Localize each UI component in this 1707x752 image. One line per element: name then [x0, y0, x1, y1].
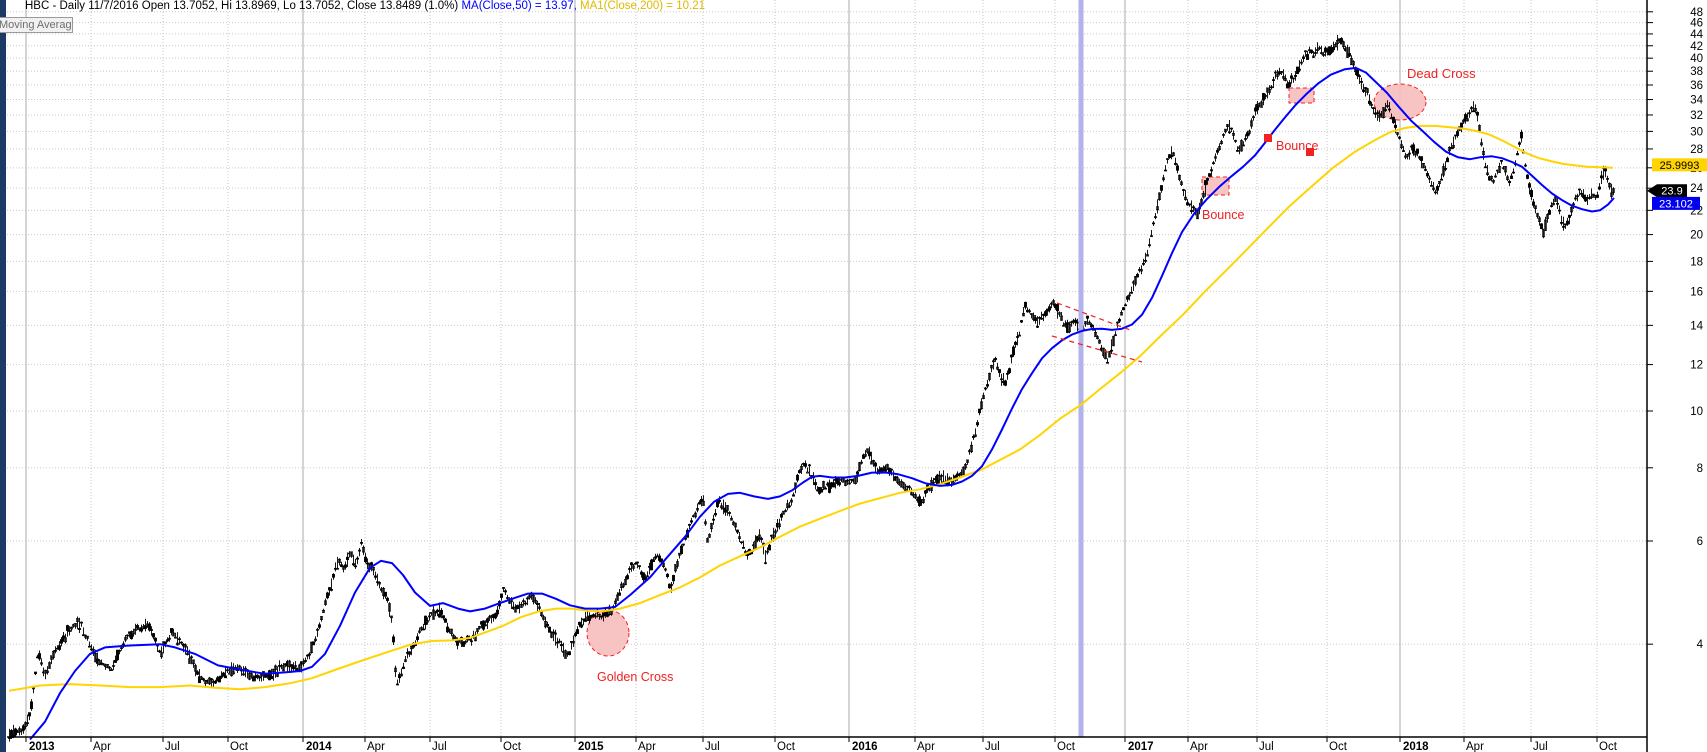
y-axis-label: 44 [1690, 29, 1703, 41]
price-tag-close: 23.9 [1647, 184, 1687, 198]
y-axis-labels: 4681012141618202224262830323436384042444… [1647, 7, 1704, 651]
x-axis-month-label: Oct [503, 741, 522, 752]
y-axis-label: 38 [1690, 66, 1703, 78]
x-axis-month-label: Apr [638, 741, 656, 752]
legend-ma50-text[interactable]: MA(Close,50) = 13.97, [461, 0, 577, 12]
x-axis-year-label: 2018 [1403, 741, 1429, 752]
price-tag-ma50-value: 23.102 [1659, 198, 1693, 210]
price-tag-ma50: 23.102 [1652, 196, 1700, 210]
price-tag-close-value: 23.9 [1661, 186, 1682, 198]
y-axis-label: 30 [1690, 126, 1703, 138]
x-axis-month-label: Jul [165, 741, 180, 752]
y-axis-label: 8 [1697, 463, 1703, 475]
window-left-border [0, 0, 6, 752]
y-axis-label: 48 [1690, 7, 1703, 19]
moving-average-tooltip: Moving Average [0, 17, 73, 33]
y-axis-label: 40 [1690, 53, 1703, 65]
x-axis-month-label: Oct [230, 741, 249, 752]
annotation-dead-cross-label[interactable]: Dead Cross [1407, 66, 1476, 81]
x-axis-month-label: Oct [1599, 741, 1618, 752]
y-axis-label: 14 [1690, 320, 1703, 332]
candles-layer [8, 34, 1615, 742]
grid-layer [7, 0, 1647, 737]
annotation-handle-1[interactable] [1264, 134, 1272, 142]
y-axis-label: 42 [1690, 41, 1703, 53]
x-axis-month-label: Oct [777, 741, 796, 752]
annotation-channel-line-2[interactable] [1051, 335, 1143, 363]
price-tags-layer: 25.9993 23.923.102 [1647, 158, 1707, 210]
x-axis-year-label: 2017 [1128, 741, 1154, 752]
annotation-bounce-2-label[interactable]: Bounce [1276, 139, 1318, 153]
x-axis-year-label: 2013 [29, 741, 55, 752]
annotation-golden-cross-label[interactable]: Golden Cross [597, 670, 673, 684]
x-axis-month-label: Apr [367, 741, 385, 752]
y-axis-label: 12 [1690, 360, 1703, 372]
y-axis-label: 32 [1690, 110, 1703, 122]
x-axis-month-label: Apr [917, 741, 935, 752]
y-axis-label: 4 [1697, 639, 1704, 651]
y-axis-label: 18 [1690, 256, 1703, 268]
y-axis-label: 10 [1690, 406, 1703, 418]
annotation-bounce-1-label[interactable]: Bounce [1202, 208, 1244, 222]
x-axis-month-label: Apr [93, 741, 111, 752]
price-tag-ma200: 25.9993 [1652, 158, 1707, 172]
annotation-golden-cross-ellipse[interactable] [586, 609, 630, 657]
x-axis-month-label: Oct [1057, 741, 1076, 752]
x-axis-month-label: Jul [1259, 741, 1274, 752]
x-axis-month-label: Jul [985, 741, 1000, 752]
annotation-handle-2[interactable] [1306, 148, 1314, 156]
y-axis-label: 36 [1690, 80, 1703, 92]
x-axis-month-label: Oct [1329, 741, 1348, 752]
x-axis-month-label: Jul [705, 741, 720, 752]
crosshair-line[interactable] [1078, 0, 1084, 737]
annotation-labels-layer[interactable]: Golden Cross Dead Cross Bounce Bounce [597, 66, 1476, 684]
x-axis-month-label: Apr [1466, 741, 1484, 752]
x-axis-month-label: Jul [1533, 741, 1548, 752]
y-axis-label: 34 [1690, 95, 1703, 107]
x-axis-month-label: Jul [432, 741, 447, 752]
y-axis-label: 20 [1690, 230, 1703, 242]
axes-layer [7, 0, 1648, 752]
y-axis-label: 24 [1690, 183, 1703, 195]
x-axis-labels: 2013 2014 2015 2016 2017 2018 Apr Jul Oct Apr Jul O… [25, 737, 1618, 752]
ma200-line[interactable] [8, 124, 1614, 692]
annotation-bounce-1-rect[interactable] [1201, 176, 1230, 196]
annotation-channel-line-1[interactable] [1056, 302, 1134, 332]
tooltip-text: Moving Average [0, 19, 73, 31]
y-axis-label: 16 [1690, 286, 1703, 298]
y-axis-label: 6 [1697, 536, 1703, 548]
x-axis-year-label: 2015 [578, 741, 604, 752]
x-axis-year-label: 2016 [852, 741, 878, 752]
x-axis-month-label: Apr [1190, 741, 1208, 752]
chart-legend: HBC - Daily 11/7/2016 Open 13.7052, Hi 1… [25, 0, 705, 13]
legend-ma200-text[interactable]: MA1(Close,200) = 10.21 [576, 0, 705, 12]
x-axis-year-label: 2014 [306, 741, 332, 752]
ma50-line[interactable] [29, 66, 1615, 741]
legend-ohlc-text: HBC - Daily 11/7/2016 Open 13.7052, Hi 1… [25, 0, 462, 12]
price-tag-ma200-value: 25.9993 [1660, 160, 1700, 172]
y-axis-label: 46 [1690, 18, 1703, 30]
y-axis-label: 28 [1690, 144, 1703, 156]
